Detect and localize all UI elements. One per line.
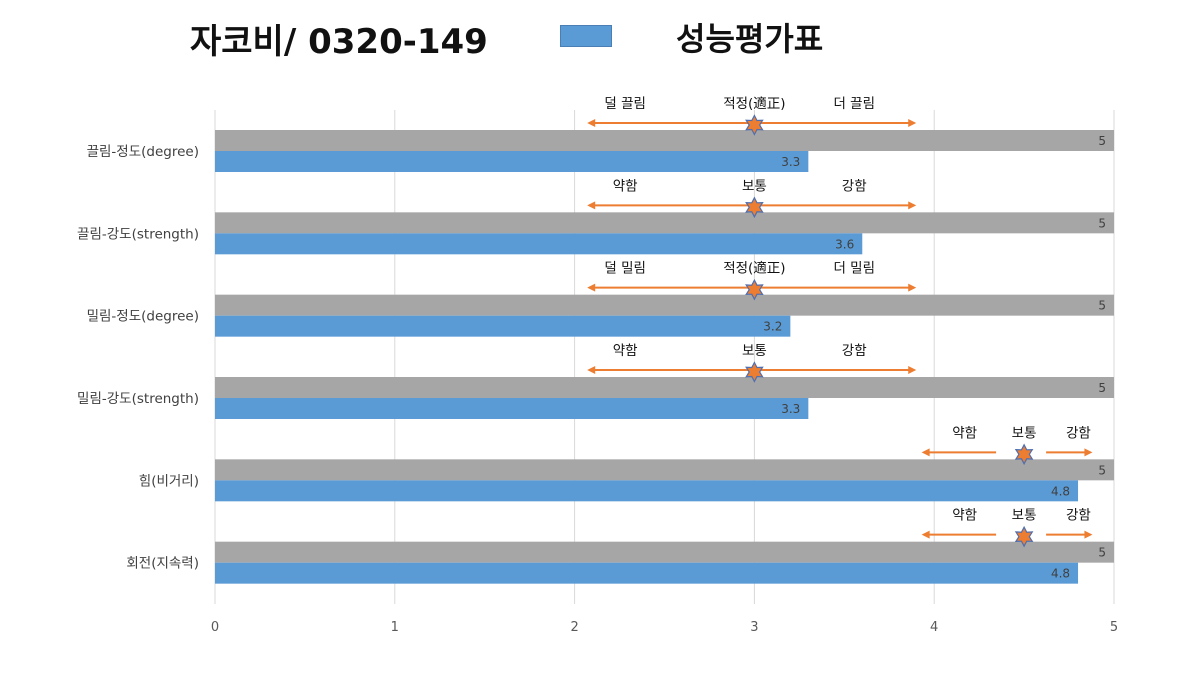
annotation-left-label: 약함: [613, 343, 638, 359]
max-value-label: 5: [1098, 463, 1106, 477]
x-tick-label: 2: [570, 620, 578, 635]
legend-label: 성능평가표: [676, 20, 824, 58]
arrow-right-icon: [1084, 530, 1093, 539]
annotation-center-label: 적정(適正): [723, 95, 785, 112]
arrow-right-icon: [908, 201, 917, 210]
arrow-left-icon: [587, 366, 596, 374]
annotation-left-label: 약함: [613, 178, 638, 194]
value-bar: [215, 480, 1079, 502]
annotation-right-label: 더 밀림: [833, 261, 875, 277]
category-label: 회전(지속력): [126, 556, 199, 572]
star-marker-icon: [1014, 443, 1034, 466]
annotation-left-label: 덜 끌림: [604, 96, 646, 112]
max-bar: [215, 541, 1114, 563]
value-label: 3.3: [781, 155, 800, 169]
star-marker-icon: [745, 196, 764, 219]
arrow-right-icon: [908, 283, 917, 292]
annotation-right-label: 강함: [1066, 508, 1091, 524]
max-bar: [215, 294, 1114, 316]
annotation-left-label: 덜 밀림: [604, 261, 646, 277]
arrow-right-icon: [908, 119, 917, 127]
chart-header: 자코비/ 0320-149 성능평가표: [0, 12, 1200, 68]
annotation-center-label: 보통: [1012, 508, 1037, 524]
arrow-right-icon: [1084, 448, 1093, 457]
annotation-center-label: 보통: [742, 343, 767, 359]
arrow-left-icon: [587, 119, 596, 127]
annotation-left-label: 약함: [952, 425, 977, 441]
star-marker-icon: [745, 114, 764, 136]
value-label: 4.8: [1051, 484, 1070, 498]
value-bar: [215, 233, 863, 255]
x-tick-label: 5: [1110, 620, 1118, 635]
value-label: 4.8: [1051, 567, 1070, 581]
arrow-left-icon: [587, 283, 596, 292]
max-value-label: 5: [1098, 134, 1106, 148]
category-label: 힘(비거리): [139, 473, 199, 489]
max-bar: [215, 130, 1114, 151]
annotation-right-label: 강함: [842, 343, 867, 359]
max-value-label: 5: [1098, 546, 1106, 560]
annotation-center-label: 적정(適正): [723, 260, 785, 277]
max-bar: [215, 212, 1114, 234]
value-label: 3.6: [835, 237, 854, 251]
value-bar: [215, 315, 791, 337]
category-label: 끌림-정도(degree): [87, 144, 199, 160]
annotation-center-label: 보통: [742, 178, 767, 194]
star-marker-icon: [745, 361, 764, 383]
max-bar: [215, 377, 1114, 398]
value-bar: [215, 398, 809, 419]
star-marker-icon: [745, 278, 764, 301]
max-bar: [215, 459, 1114, 481]
value-label: 3.3: [781, 402, 800, 416]
value-label: 3.2: [763, 320, 782, 334]
max-value-label: 5: [1098, 381, 1106, 395]
legend-swatch: [560, 25, 612, 47]
max-value-label: 5: [1098, 299, 1106, 313]
value-bar: [215, 562, 1079, 584]
annotation-right-label: 더 끌림: [833, 96, 875, 112]
value-bar: [215, 151, 809, 172]
annotation-right-label: 강함: [1066, 425, 1091, 441]
x-tick-label: 4: [930, 620, 938, 635]
arrow-left-icon: [921, 530, 930, 539]
annotation-right-label: 강함: [842, 178, 867, 194]
x-tick-label: 0: [211, 620, 219, 635]
max-value-label: 5: [1098, 216, 1106, 230]
x-tick-label: 1: [391, 620, 399, 635]
category-label: 밀림-정도(degree): [87, 309, 199, 325]
star-marker-icon: [1014, 525, 1034, 548]
annotation-left-label: 약함: [952, 508, 977, 524]
arrow-left-icon: [921, 448, 930, 457]
arrow-right-icon: [908, 366, 917, 374]
annotation-center-label: 보통: [1012, 425, 1037, 441]
arrow-left-icon: [587, 201, 596, 210]
category-label: 밀림-강도(strength): [77, 391, 199, 407]
chart-title: 자코비/ 0320-149: [190, 22, 488, 62]
x-tick-label: 3: [750, 620, 758, 635]
category-label: 끌림-강도(strength): [77, 226, 199, 242]
